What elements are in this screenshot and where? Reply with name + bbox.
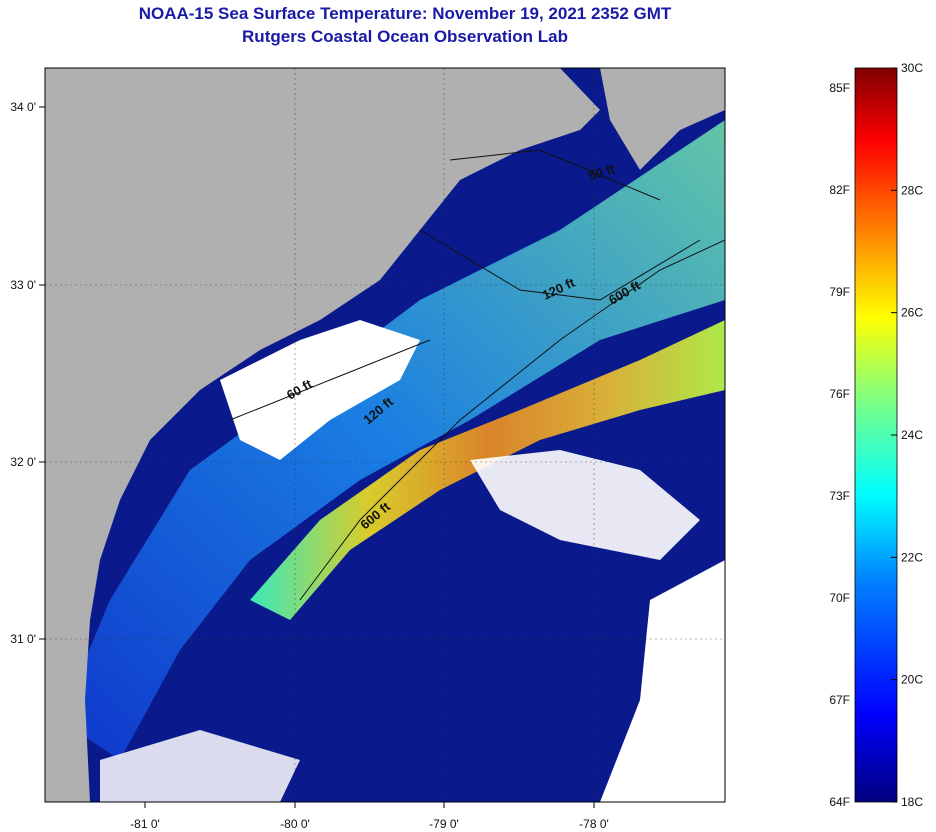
colorbar-f-label: 85F — [829, 81, 850, 95]
colorbar-c-label: 30C — [901, 61, 923, 75]
map-frame — [44, 67, 726, 803]
land-mass — [45, 68, 600, 802]
cloud-patch — [100, 730, 300, 802]
depth-contour — [449, 149, 661, 201]
colorbar-c-label: 18C — [901, 795, 923, 809]
lon-label: -81 0' — [130, 817, 160, 831]
colorbar-c-label: 20C — [901, 673, 923, 687]
colorbar-f-label: 82F — [829, 183, 850, 197]
colorbar-c-labels: 30C 28C 26C 24C 22C 20C 18C — [901, 61, 923, 809]
map-area — [45, 68, 725, 802]
colorbar-f-labels: 85F 82F 79F 76F 73F 70F 67F 64F — [829, 81, 850, 809]
colorbar-f-label: 79F — [829, 285, 850, 299]
gulf-stream-band — [250, 320, 725, 620]
colorbar-c-label: 26C — [901, 306, 923, 320]
graticule — [45, 68, 725, 802]
colorbar-c-label: 22C — [901, 550, 923, 564]
colorbar-f-label: 67F — [829, 693, 850, 707]
colorbar-f-label: 76F — [829, 387, 850, 401]
colorbar — [854, 67, 898, 803]
cloud-patch — [470, 450, 700, 560]
cloud-patch — [600, 560, 725, 802]
colorbar-f-label: 70F — [829, 591, 850, 605]
lon-label: -79 0' — [429, 817, 459, 831]
axis-ticks — [39, 106, 595, 808]
depth-contour — [299, 239, 725, 601]
shelf-water — [60, 120, 725, 760]
depth-contour — [419, 229, 701, 301]
lat-label: 33 0' — [10, 278, 36, 292]
colorbar-ticks — [891, 67, 897, 803]
chart-title: NOAA-15 Sea Surface Temperature: Novembe… — [138, 4, 672, 23]
colorbar-c-label: 24C — [901, 428, 923, 442]
colorbar-f-label: 64F — [829, 795, 850, 809]
depth-contour — [229, 339, 431, 421]
lat-label: 34 0' — [10, 100, 36, 114]
colorbar-f-label: 73F — [829, 489, 850, 503]
lon-label: -78 0' — [579, 817, 609, 831]
lat-label: 32 0' — [10, 455, 36, 469]
lat-label: 31 0' — [10, 632, 36, 646]
colorbar-c-label: 28C — [901, 183, 923, 197]
land-mass — [600, 68, 725, 170]
cloud-patch — [220, 320, 420, 460]
contour-label: 50 ft — [587, 161, 617, 183]
chart-subtitle: Rutgers Coastal Ocean Observation Lab — [242, 27, 568, 46]
lon-label: -80 0' — [280, 817, 310, 831]
